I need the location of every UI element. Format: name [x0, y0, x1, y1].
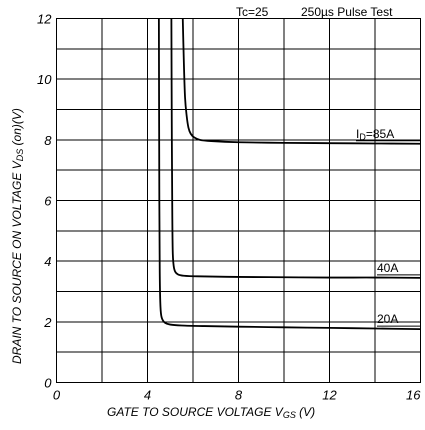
x-tick-label: 16 — [406, 388, 421, 403]
y-axis-label: DRAIN TO SOURCE ON VOLTAGE VDS (on)(V) — [10, 108, 25, 364]
x-tick-label: 0 — [53, 388, 61, 403]
annotation-tc: Tc=25 — [236, 5, 269, 19]
annotation-background — [233, 5, 423, 18]
series-labels: ID=85A 40A 20A — [356, 127, 420, 327]
series-label: 20A — [377, 312, 398, 326]
y-tick-label: 8 — [44, 133, 52, 148]
tick-labels: 0 4 8 12 16 0 2 4 6 8 10 12 — [37, 12, 421, 403]
series-label: 40A — [377, 261, 398, 275]
x-tick-label: 8 — [235, 388, 243, 403]
series-curves — [157, 18, 421, 331]
y-tick-label: 0 — [44, 376, 52, 391]
grid — [56, 18, 421, 383]
plot-frame — [55, 17, 422, 384]
annotation-pulse-test: 250µs Pulse Test — [301, 5, 393, 19]
y-tick-label: 2 — [43, 315, 52, 330]
series-curve-40a — [170, 18, 421, 279]
y-tick-label: 10 — [37, 72, 52, 87]
series-curve-id-85a — [181, 18, 421, 145]
y-tick-label: 6 — [44, 194, 52, 209]
series-curve-20a — [157, 18, 421, 331]
x-tick-label: 12 — [322, 388, 337, 403]
x-axis-label: GATE TO SOURCE VOLTAGE VGS (V) — [107, 405, 315, 420]
x-tick-label: 4 — [144, 388, 151, 403]
series-label: ID=85A — [356, 127, 394, 142]
y-tick-label: 4 — [44, 254, 51, 269]
y-tick-label: 12 — [37, 12, 52, 27]
